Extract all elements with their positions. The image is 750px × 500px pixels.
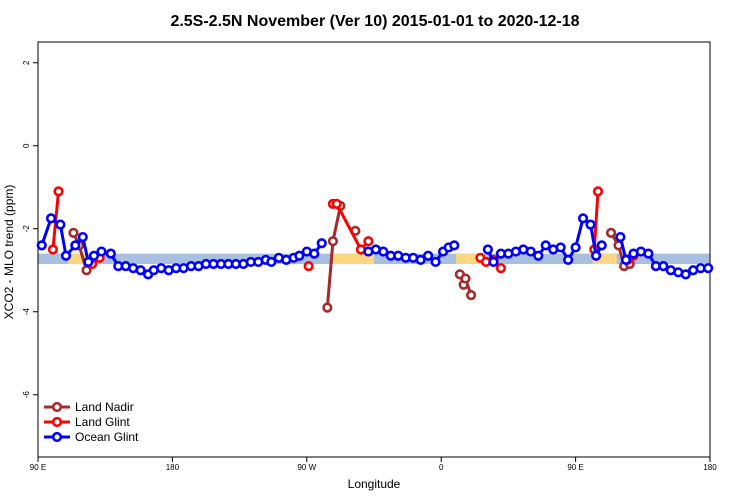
- ocean-glint-point: [135, 265, 146, 276]
- ocean-glint-point: [563, 254, 574, 265]
- y-axis: 2 0 -2 -4 -6: [22, 60, 38, 398]
- land-glint-point: [47, 244, 59, 255]
- ocean-glint-point: [36, 240, 47, 251]
- land-glint-point: [495, 263, 507, 274]
- ocean-glint-point: [643, 248, 654, 259]
- ocean-glint-point: [658, 261, 669, 272]
- ocean-glint-point: [423, 250, 434, 261]
- land-nadir-point: [605, 227, 617, 238]
- land-nadir-point: [465, 290, 477, 301]
- ocean-glint-point: [585, 219, 596, 230]
- plot-frame: [37, 41, 711, 458]
- ocean-glint-point: [533, 250, 544, 261]
- land-glint-point: [53, 186, 64, 197]
- ocean-glint-point: [540, 240, 551, 251]
- x-tick-label: 90 E: [30, 463, 46, 472]
- ocean-glint-point: [482, 244, 493, 255]
- land-nadir-point: [327, 236, 339, 247]
- ocean-glint-point: [415, 254, 426, 265]
- ocean-glint-point: [430, 256, 441, 268]
- ocean-glint-point: [525, 246, 536, 257]
- land-band-3: [592, 253, 617, 265]
- land-glint-point: [303, 261, 314, 272]
- ocean-glint-point: [96, 246, 107, 257]
- ocean-glint-point: [77, 231, 88, 243]
- x-tick-label: 90 E: [567, 463, 583, 472]
- land-glint-line: [592, 191, 600, 250]
- ocean-glint-point: [378, 246, 389, 257]
- ocean-glint-point: [45, 213, 57, 224]
- ocean-glint-point: [577, 213, 589, 224]
- x-axis-label: Longitude: [348, 477, 401, 491]
- land-nadir-point: [322, 302, 333, 313]
- x-tick-label: 90 W: [297, 463, 316, 472]
- y-tick-label: -6: [22, 391, 31, 399]
- data-series: [36, 186, 714, 313]
- series-ocean-glint: [36, 213, 714, 280]
- ocean-glint-point: [316, 238, 327, 249]
- land-nadir-point: [460, 273, 471, 284]
- y-tick-label: 0: [22, 143, 31, 148]
- land-glint-point: [363, 236, 374, 247]
- ocean-glint-point: [488, 256, 499, 268]
- ocean-glint-point: [266, 256, 277, 268]
- y-tick-label: 2: [22, 60, 31, 65]
- legend-ocean-glint-marker: [51, 431, 63, 443]
- ocean-glint-point: [309, 248, 320, 259]
- land-band-2: [456, 253, 486, 265]
- legend-land-nadir-label: Land Nadir: [75, 400, 134, 414]
- land-band-0: [67, 253, 94, 265]
- legend-land-glint-label: Land Glint: [75, 415, 130, 429]
- x-tick-label: 180: [703, 463, 717, 472]
- y-tick-label: -4: [22, 308, 31, 316]
- land-glint-point: [331, 198, 342, 209]
- legend-land-glint-marker: [51, 416, 63, 428]
- land-nadir-point: [68, 227, 79, 238]
- ocean-glint-point: [70, 240, 81, 251]
- land-band-1: [332, 253, 374, 265]
- land-glint-point: [592, 186, 604, 197]
- reference-bands: [38, 253, 710, 265]
- y-tick-label: -2: [22, 225, 31, 233]
- ocean-glint-point: [680, 269, 691, 280]
- x-tick-label: 180: [166, 463, 180, 472]
- legend-ocean-glint-label: Ocean Glint: [75, 430, 139, 444]
- x-axis: 90 E 180 90 W 0 90 E 180: [30, 457, 717, 472]
- ocean-glint-point: [555, 242, 566, 253]
- ocean-glint-point: [83, 256, 94, 268]
- legend-land-nadir-marker: [51, 401, 63, 413]
- ocean-glint-point: [449, 240, 460, 251]
- ocean-glint-point: [615, 231, 626, 243]
- ocean-glint-point: [294, 250, 305, 261]
- ocean-glint-point: [703, 263, 714, 274]
- ocean-glint-point: [88, 250, 100, 261]
- ocean-glint-point: [55, 219, 66, 230]
- x-tick-label: 0: [439, 463, 444, 472]
- ocean-glint-point: [60, 250, 72, 261]
- ocean-glint-point: [620, 254, 632, 265]
- ocean-glint-point: [596, 240, 607, 251]
- ocean-glint-point: [105, 248, 116, 259]
- ocean-glint-point: [591, 250, 602, 261]
- ocean-glint-point: [570, 242, 581, 253]
- chart-title: 2.5S-2.5N November (Ver 10) 2015-01-01 t…: [170, 13, 579, 30]
- y-axis-label: XCO2 - MLO trend (ppm): [2, 185, 16, 320]
